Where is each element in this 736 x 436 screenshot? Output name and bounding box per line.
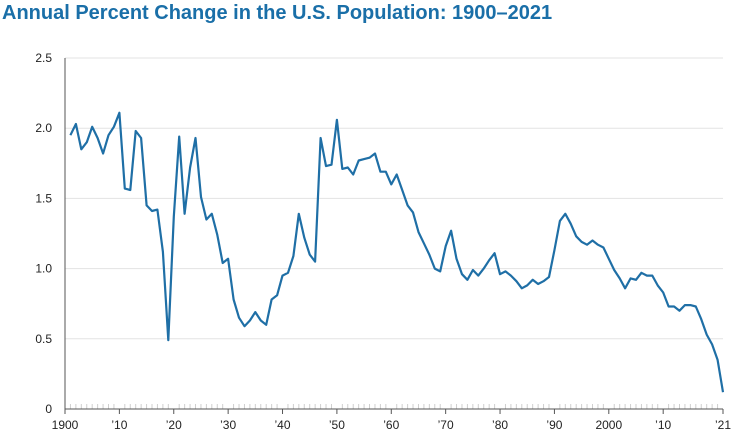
y-tick-label: 0.5 (35, 332, 52, 346)
x-tick-label: ’21 (715, 418, 731, 432)
x-tick-label: ’30 (220, 418, 236, 432)
y-tick-label: 1.0 (35, 262, 52, 276)
y-tick-label: 2.5 (35, 51, 52, 65)
x-tick-label: ’60 (383, 418, 399, 432)
x-tick-label: ’50 (329, 418, 345, 432)
gridlines (65, 57, 723, 340)
x-tick-label: ’70 (438, 418, 454, 432)
x-tick-label: ’80 (492, 418, 508, 432)
y-tick-label: 0 (45, 402, 52, 416)
x-tick-label: 2000 (595, 418, 622, 432)
x-axis-tick-labels: 1900 ’10 ’20 ’30 ’40 ’50 ’60 ’70 ’80 ’90 2000 ’10 ’2… (52, 418, 732, 432)
x-tick-label: ’40 (275, 418, 291, 432)
y-tick-label: 2.0 (35, 121, 52, 135)
x-tick-label: ’10 (111, 418, 127, 432)
x-tick-label: ’10 (655, 418, 671, 432)
series-line (69, 111, 725, 393)
x-tick-label: ’90 (546, 418, 562, 432)
x-tick-label: ’20 (166, 418, 182, 432)
x-minor-ticks (64, 404, 724, 414)
y-axis-tick-labels: 0 0.5 1.0 1.5 2.0 2.5 (35, 51, 52, 416)
x-tick-label: 1900 (52, 418, 79, 432)
y-tick-label: 1.5 (35, 191, 52, 205)
chart-title: Annual Percent Change in the U.S. Popula… (2, 2, 553, 24)
